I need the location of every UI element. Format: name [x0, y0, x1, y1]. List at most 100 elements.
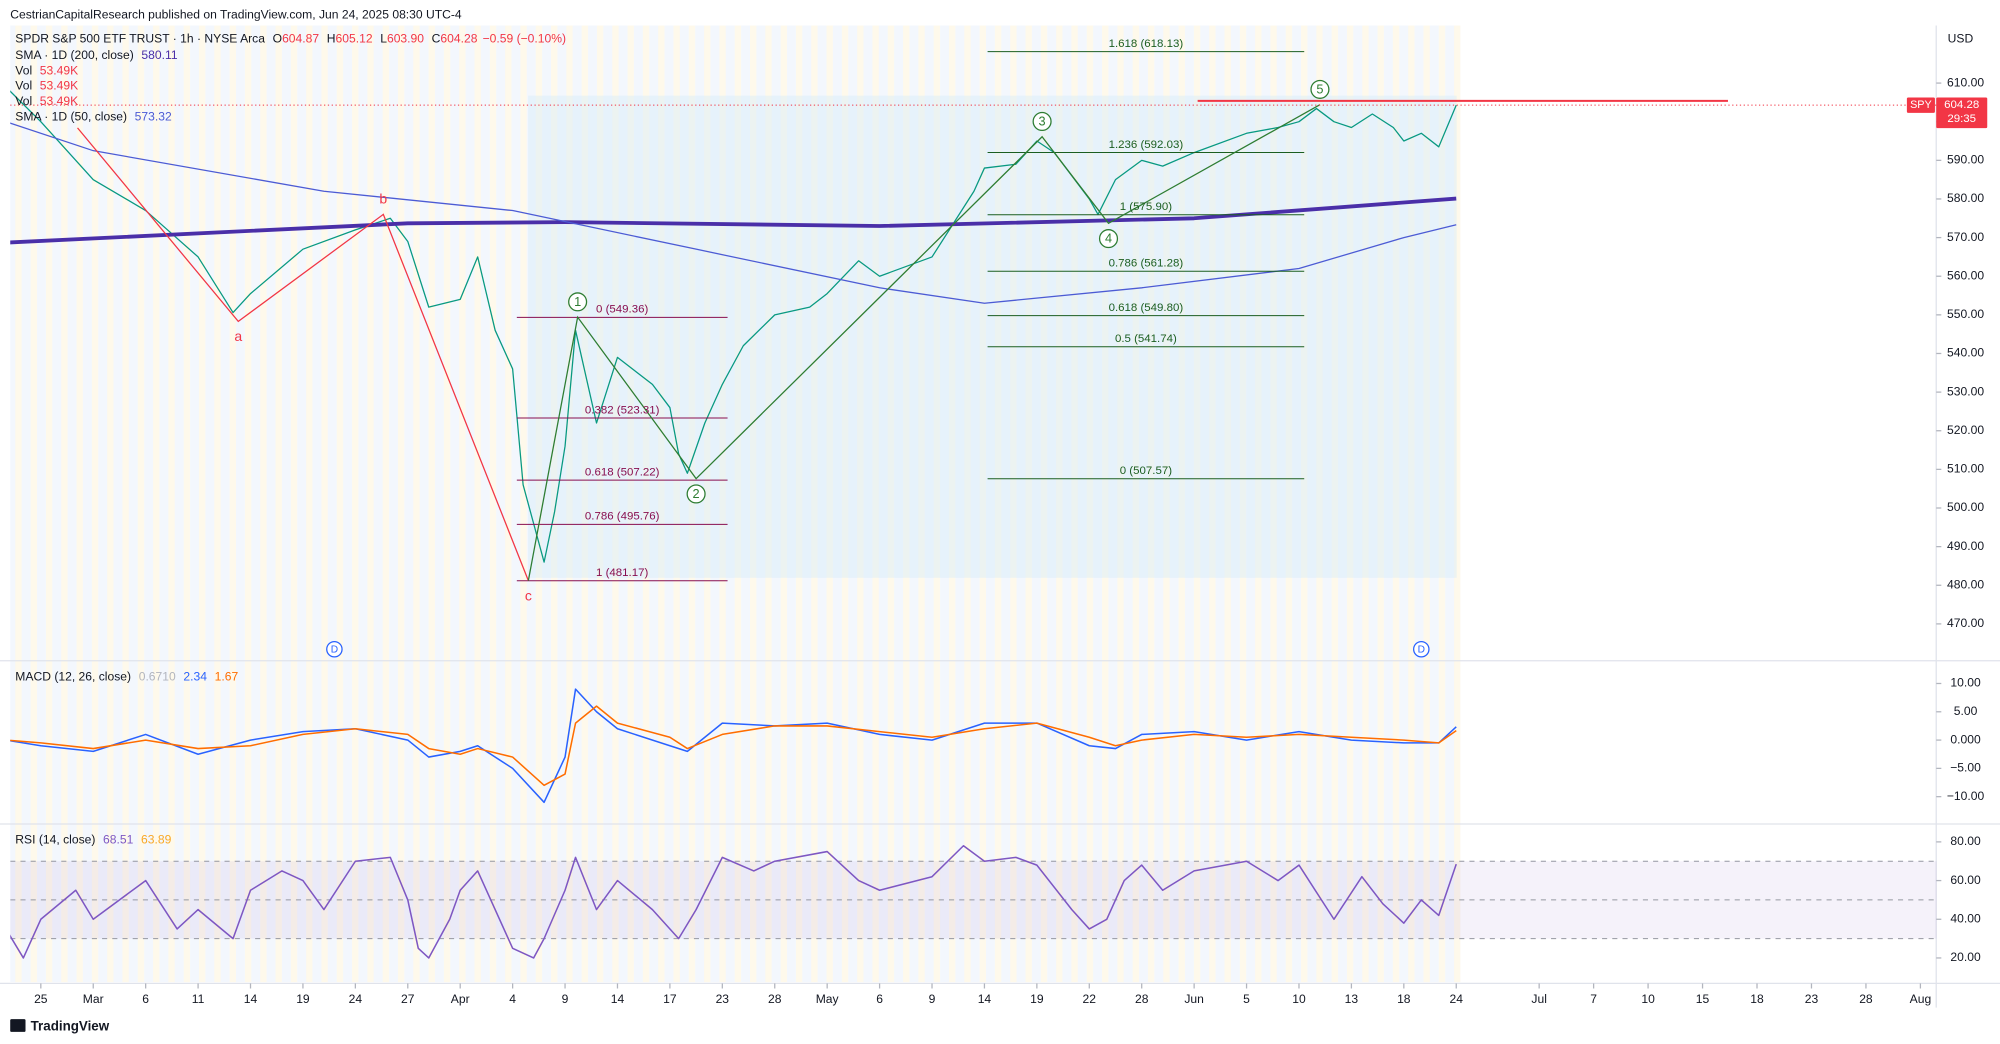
y-tick-label: 590.00	[1947, 153, 1984, 167]
indicator-title: RSI (14, close)	[15, 833, 95, 847]
x-tick-label: 14	[978, 992, 992, 1006]
fib-label: 0.5 (541.74)	[1115, 333, 1177, 345]
x-tick-label: 24	[349, 992, 363, 1006]
wave-circle	[1032, 111, 1052, 132]
volume-legend: Vol 53.49K	[15, 94, 78, 108]
fib-label: 0.618 (549.80)	[1109, 302, 1184, 314]
y-tick-label: 480.00	[1947, 577, 1984, 591]
dividend-label: D	[331, 645, 338, 656]
ohlc-label: L	[380, 32, 387, 46]
publisher: CestrianCapitalResearch published on Tra…	[10, 8, 462, 22]
x-tick-label: 10	[1292, 992, 1306, 1006]
x-tick-label: 24	[1450, 992, 1464, 1006]
wave-label: 1	[574, 294, 581, 309]
y-tick-label: 520.00	[1947, 423, 1984, 437]
ohlc-value: 603.90	[387, 32, 424, 46]
wave-label: 4	[1105, 231, 1112, 246]
indicator-legend: MACD (12, 26, close) 0.6710 2.34 1.67	[15, 669, 238, 683]
indicator-value: 0.6710	[139, 669, 176, 683]
wave-label: 5	[1316, 81, 1323, 96]
wave-circle	[1098, 229, 1119, 249]
y-tick-label: 510.00	[1947, 462, 1984, 476]
y-tick-label: 540.00	[1947, 346, 1984, 360]
fib-label: 0 (507.57)	[1120, 465, 1172, 477]
indicator-value: 1.67	[215, 669, 239, 683]
footer-brand: TradingView	[31, 1018, 110, 1033]
x-tick-label: 9	[929, 992, 936, 1006]
price-tag-text: 604.28	[1944, 99, 1979, 111]
series-line	[10, 90, 1457, 563]
x-tick-label: 19	[1030, 992, 1044, 1006]
y-tick-label: 10.00	[1950, 676, 1981, 690]
wave-line	[77, 127, 529, 581]
ohlc-value: 605.12	[336, 32, 373, 46]
series-line	[10, 688, 1457, 804]
x-tick-label: 9	[562, 992, 569, 1006]
indicator-value: 2.34	[183, 669, 207, 683]
series-line	[10, 705, 1457, 787]
symbol-tag-text: SPY	[1910, 99, 1932, 111]
dividend-marker	[326, 640, 343, 658]
wave-label: a	[234, 328, 242, 344]
sma-name: SMA · 1D (50, close)	[15, 110, 127, 124]
y-tick-label: 80.00	[1950, 834, 1981, 848]
volume-name: Vol	[15, 79, 32, 93]
symbol-tag	[1906, 97, 1935, 113]
x-tick-label: Apr	[451, 992, 470, 1006]
currency: USD	[1948, 32, 1974, 46]
y-tick-label: 570.00	[1947, 230, 1984, 244]
x-tick-label: 17	[663, 992, 677, 1006]
x-tick-label: 28	[768, 992, 782, 1006]
y-tick-label: 5.00	[1954, 704, 1978, 718]
x-tick-label: Jun	[1184, 992, 1204, 1006]
y-tick-label: 560.00	[1947, 268, 1984, 282]
volume-name: Vol	[15, 94, 32, 108]
sma-legend: SMA · 1D (200, close) 580.11	[15, 48, 178, 62]
y-tick-label: 580.00	[1947, 191, 1984, 205]
wave-circle	[1310, 79, 1330, 99]
y-tick-label: 470.00	[1947, 616, 1984, 630]
y-tick-label: 490.00	[1947, 539, 1984, 553]
wave-label: c	[525, 587, 532, 603]
x-tick-label: 14	[611, 992, 625, 1006]
fib-label: 0.618 (507.22)	[585, 466, 660, 478]
x-tick-label: 6	[142, 992, 149, 1006]
indicator-title: MACD (12, 26, close)	[15, 669, 131, 683]
volume-legend: Vol 53.49K	[15, 64, 78, 78]
x-tick-label: 28	[1859, 992, 1873, 1006]
y-tick-label: 40.00	[1950, 911, 1981, 925]
y-tick-label: 0.000	[1950, 732, 1981, 746]
x-tick-label: 6	[876, 992, 883, 1006]
x-tick-label: 19	[296, 992, 310, 1006]
x-tick-label: 27	[401, 992, 415, 1006]
x-tick-label: 22	[1083, 992, 1097, 1006]
sma-value: 580.11	[141, 48, 177, 62]
y-tick-label: 60.00	[1950, 873, 1981, 887]
fib-label: 1 (481.17)	[596, 567, 648, 579]
y-tick-label: 530.00	[1947, 384, 1984, 398]
x-tick-label: Aug	[1910, 992, 1932, 1006]
volume-value: 53.49K	[40, 94, 78, 108]
fib-label: 1.236 (592.03)	[1109, 139, 1184, 151]
x-tick-label: 13	[1345, 992, 1359, 1006]
y-tick-label: 500.00	[1947, 500, 1984, 514]
pane	[10, 51, 1457, 582]
series-line	[10, 122, 1457, 304]
wave-label: 2	[693, 486, 700, 501]
x-tick-label: 15	[1696, 992, 1710, 1006]
fib-label: 1.618 (618.13)	[1109, 38, 1184, 50]
x-tick-label: May	[816, 992, 840, 1006]
volume-value: 53.49K	[40, 64, 78, 78]
y-tick-label: −10.00	[1947, 789, 1985, 803]
wave-label: 3	[1039, 113, 1046, 128]
volume-legend: Vol 53.49K	[15, 79, 78, 93]
y-tick-label: 20.00	[1950, 950, 1981, 964]
sma-legend: SMA · 1D (50, close) 573.32	[15, 110, 172, 124]
change: −0.59 (−0.10%)	[483, 32, 566, 46]
x-tick-label: 10	[1641, 992, 1655, 1006]
sma-name: SMA · 1D (200, close)	[15, 48, 133, 62]
price-legend: SPDR S&P 500 ETF TRUST · 1h · NYSE Arca O…	[15, 32, 566, 46]
ohlc-label: H	[327, 32, 336, 46]
x-tick-label: 5	[1243, 992, 1250, 1006]
